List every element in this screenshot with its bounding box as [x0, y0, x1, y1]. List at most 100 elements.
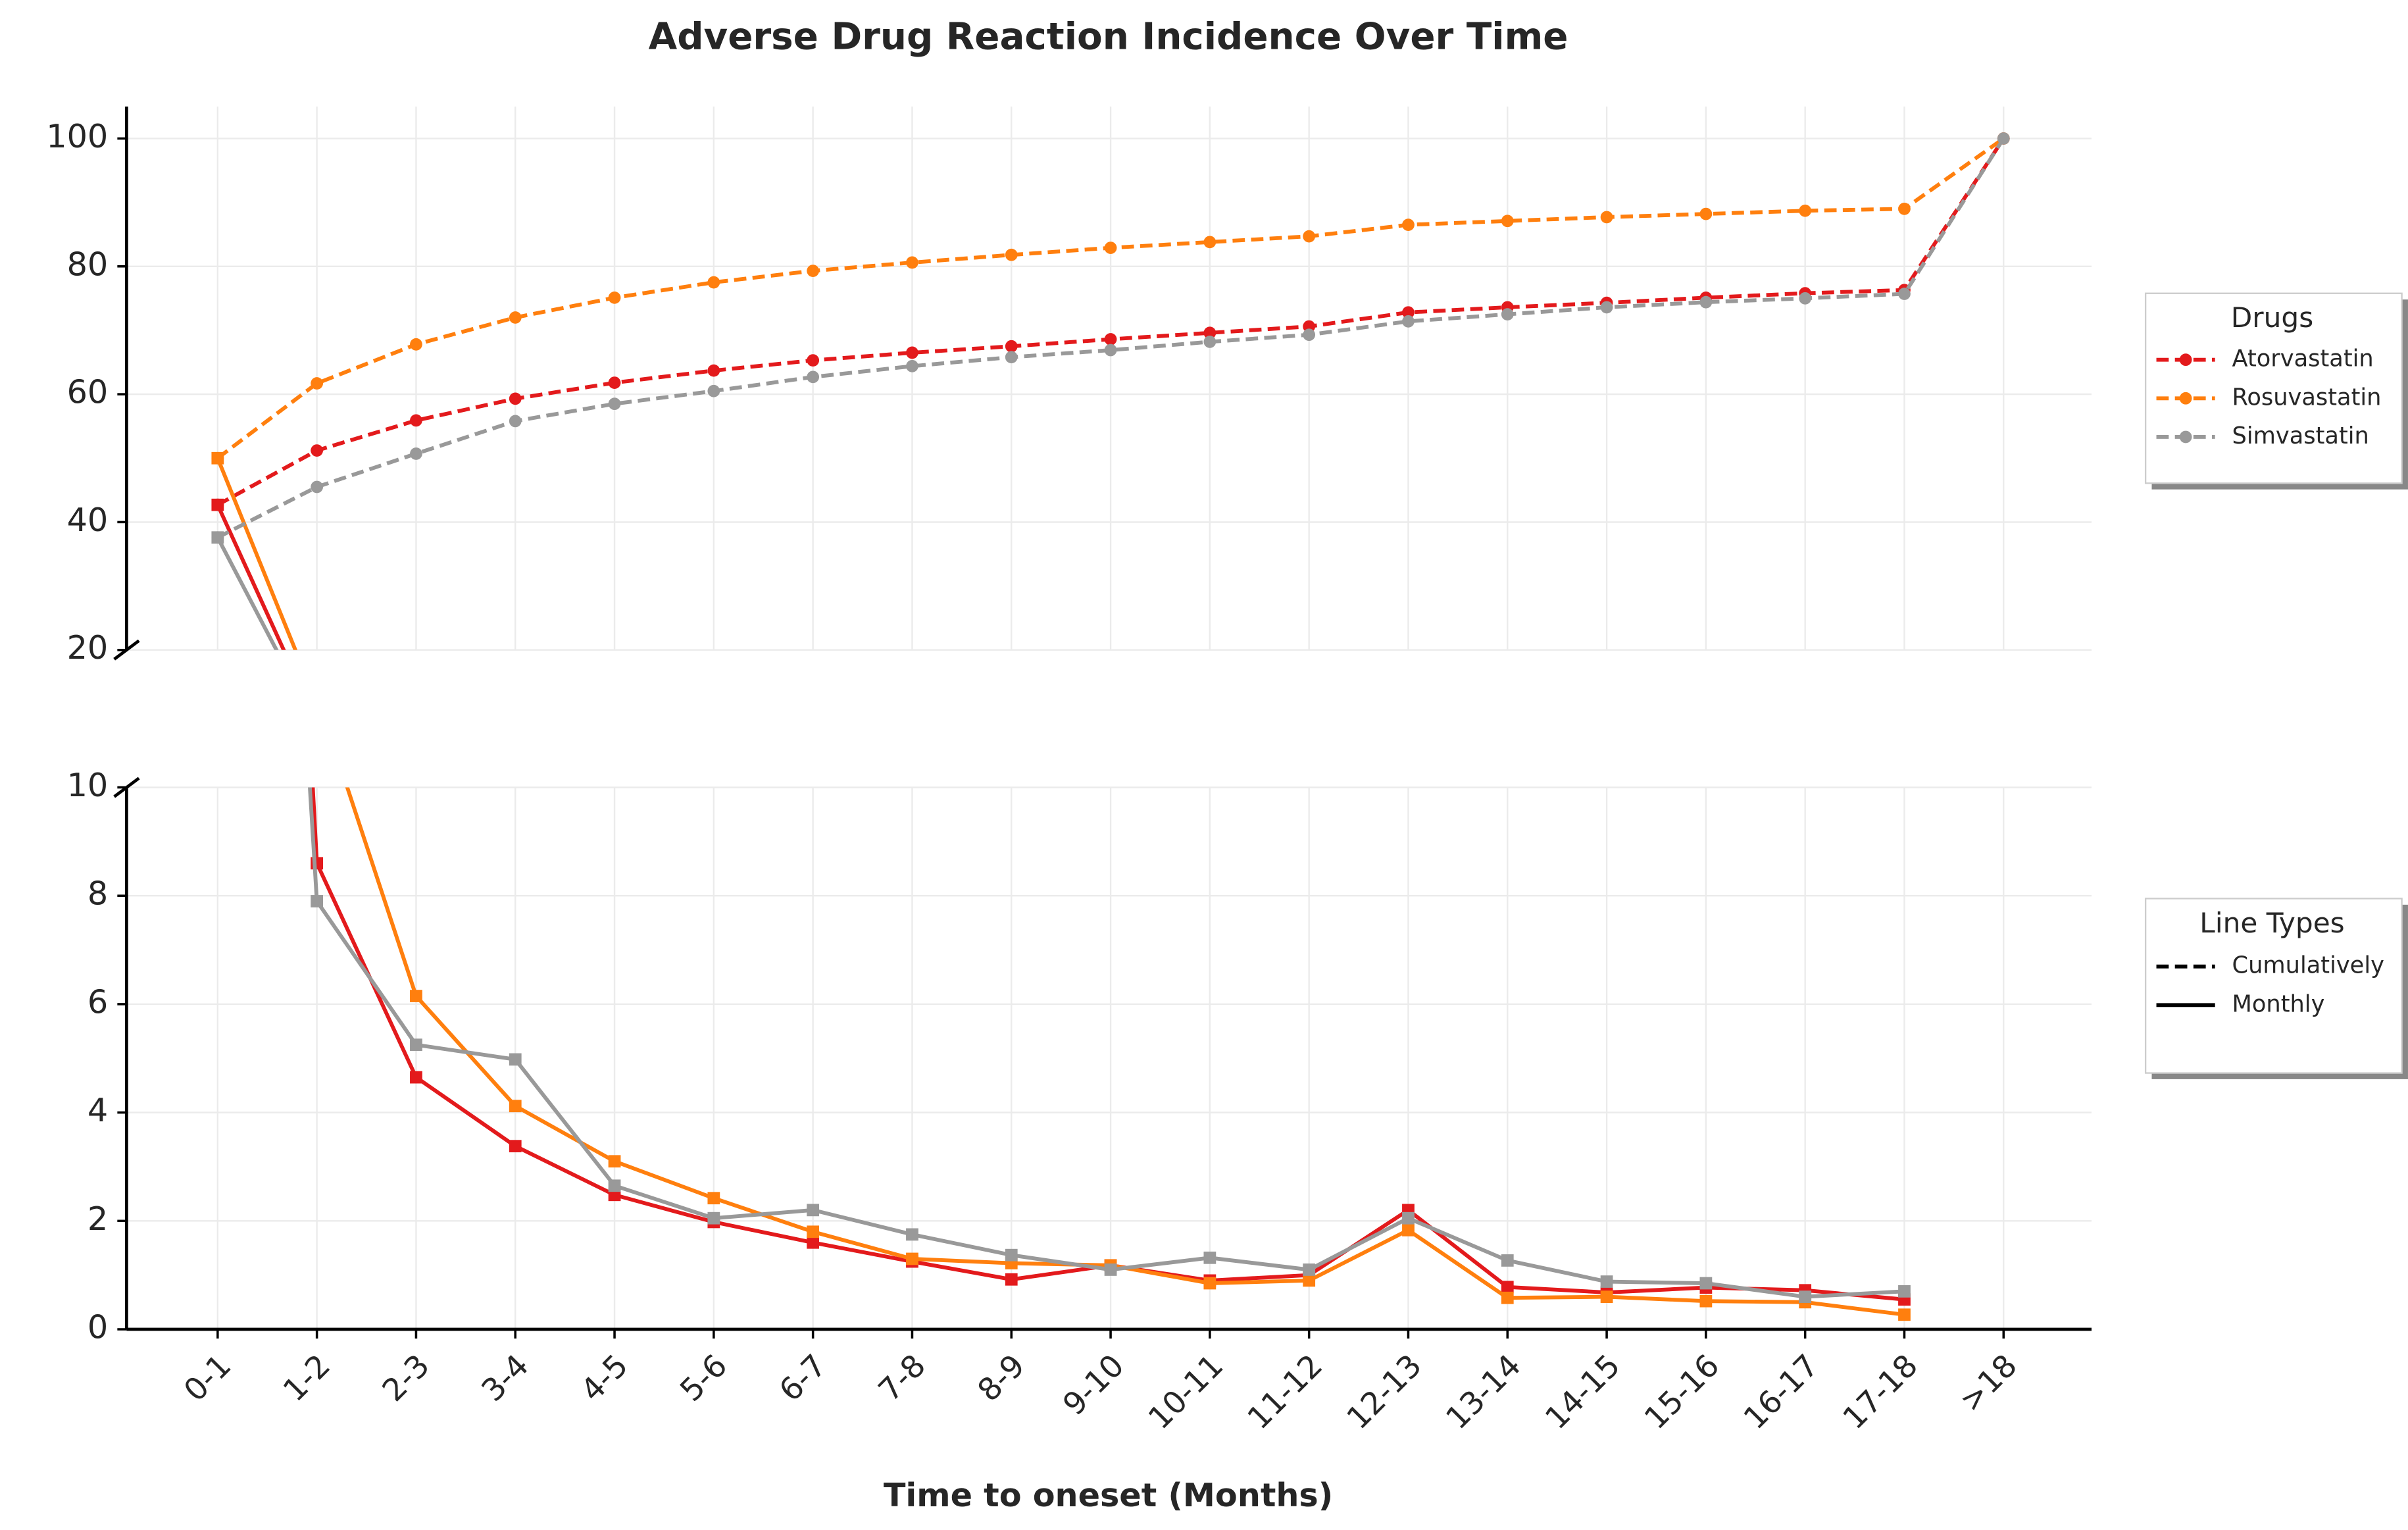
marker	[707, 1211, 720, 1225]
marker	[1203, 336, 1217, 348]
legend-label: Rosuvastatin	[2232, 384, 2382, 411]
marker	[1898, 1285, 1911, 1298]
y-tick-label: 0	[88, 1308, 108, 1346]
marker	[906, 1228, 918, 1241]
marker	[1501, 1291, 1514, 1304]
marker	[707, 384, 720, 397]
x-tick-label: 12-13	[1340, 1348, 1429, 1437]
marker	[1799, 204, 1812, 217]
marker	[608, 397, 621, 411]
y-tick-label: 6	[88, 982, 108, 1021]
marker	[1303, 230, 1316, 243]
legend-title: Drugs	[2231, 301, 2313, 334]
y-tick-label: 40	[67, 501, 109, 539]
grid	[126, 106, 2092, 1331]
x-tick-label: 3-4	[475, 1348, 536, 1409]
marker	[1799, 1290, 1812, 1303]
y-tick-label: 100	[46, 117, 108, 155]
marker	[410, 1038, 422, 1052]
marker	[807, 1225, 820, 1238]
marker	[509, 392, 522, 405]
marker	[1699, 207, 1713, 220]
marker	[1104, 333, 1117, 345]
marker	[1600, 301, 1613, 314]
x-tick-label: 13-14	[1439, 1348, 1528, 1437]
x-tick-label: 16-17	[1737, 1348, 1826, 1437]
y-tick-label: 8	[88, 875, 108, 913]
monthly-line	[311, 787, 1905, 1302]
marker	[807, 1204, 820, 1217]
monthly-line	[216, 457, 298, 650]
marker	[1799, 292, 1812, 305]
marker	[1005, 1273, 1018, 1286]
y-tick-label: 4	[88, 1091, 108, 1129]
marker	[311, 444, 324, 457]
marker	[1005, 351, 1018, 364]
marker	[608, 291, 621, 304]
marker	[807, 354, 820, 367]
marker	[211, 531, 224, 544]
chart-title: Adverse Drug Reaction Incidence Over Tim…	[649, 15, 1568, 58]
marker	[1303, 328, 1316, 342]
marker	[707, 364, 720, 377]
marker	[410, 447, 422, 460]
marker	[1501, 215, 1514, 228]
marker	[1997, 132, 2010, 145]
legend-label: Simvastatin	[2232, 422, 2369, 449]
marker	[211, 498, 224, 511]
monthly-line	[216, 503, 286, 650]
marker	[1699, 1277, 1713, 1290]
y-tick-label: 10	[67, 766, 109, 804]
marker	[311, 480, 324, 494]
axes	[113, 106, 2092, 1339]
marker	[1600, 1275, 1613, 1288]
marker	[1600, 1290, 1613, 1303]
marker	[311, 377, 324, 390]
marker	[1699, 1294, 1713, 1308]
legend-label: Cumulatively	[2232, 952, 2384, 979]
marker	[1501, 1254, 1514, 1267]
y-tick-label: 60	[67, 373, 109, 411]
marker	[707, 1192, 720, 1205]
monthly-line	[308, 787, 1905, 1299]
x-tick-label: 17-18	[1836, 1348, 1925, 1437]
marker	[807, 265, 820, 277]
marker	[509, 415, 522, 428]
legend-box	[2144, 898, 2403, 1074]
marker	[1203, 1251, 1217, 1264]
x-axis-label: Time to oneset (Months)	[884, 1476, 1333, 1514]
marker	[509, 1100, 522, 1113]
x-tick-label: 10-11	[1141, 1348, 1230, 1437]
marker	[1402, 306, 1415, 319]
marker	[410, 990, 422, 1002]
marker	[211, 451, 224, 465]
x-tick-label: 5-6	[673, 1348, 734, 1409]
marker	[608, 1155, 621, 1168]
marker	[1501, 1281, 1514, 1294]
legend-marker	[2179, 430, 2192, 444]
marker	[1005, 1248, 1018, 1262]
marker	[410, 1071, 422, 1084]
legend-marker	[2179, 353, 2192, 367]
marker	[608, 376, 621, 389]
marker	[1600, 211, 1613, 224]
x-tick-label: 7-8	[872, 1348, 933, 1409]
marker	[410, 414, 422, 427]
marker	[410, 338, 422, 351]
marker	[707, 276, 720, 289]
marker	[1005, 340, 1018, 353]
x-tick-label: >18	[1953, 1348, 2024, 1419]
x-tick-label: 4-5	[574, 1348, 635, 1409]
marker	[1104, 242, 1117, 254]
marker	[807, 1236, 820, 1249]
marker	[906, 1252, 918, 1265]
marker	[311, 895, 324, 907]
x-tick-label: 14-15	[1538, 1348, 1627, 1437]
x-tick-label: 9-10	[1056, 1348, 1131, 1423]
marker	[1402, 218, 1415, 232]
marker	[1303, 1274, 1316, 1287]
legend-marker	[2179, 392, 2192, 405]
legend-label: Monthly	[2232, 990, 2325, 1017]
marker	[1005, 248, 1018, 261]
